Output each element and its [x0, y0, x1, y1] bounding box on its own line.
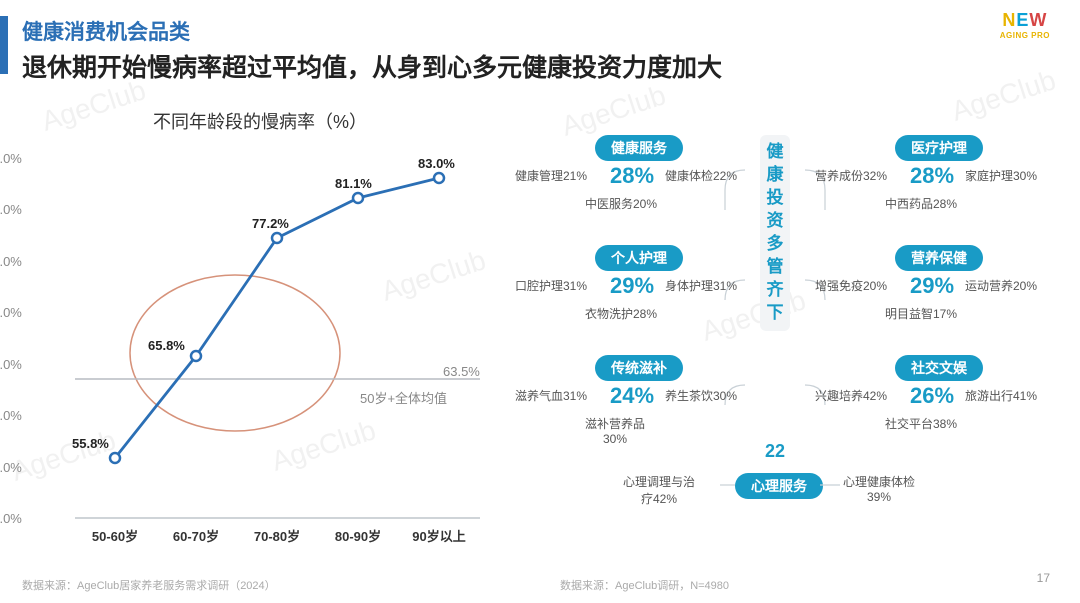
ytick: 55.0% [0, 460, 22, 475]
category-sub: 身体护理31% [665, 277, 737, 294]
xtick: 50-60岁 [75, 526, 155, 545]
ytick: 85.0% [0, 151, 22, 166]
center-char: 投 [764, 187, 786, 210]
category-sub: 衣物洗护28% [585, 305, 657, 322]
line-chart: 不同年龄段的慢病率（%） 85.0% 80.0% 75.0% 70.0% 65.… [20, 108, 500, 548]
data-label: 65.8% [148, 338, 185, 353]
category-sub: 家庭护理30% [965, 167, 1037, 184]
header: 健康消费机会品类 退休期开始慢病率超过平均值，从身到心多元健康投资力度加大 [0, 16, 1080, 84]
category-sub: 社交平台38% [885, 415, 957, 432]
title-big: 退休期开始慢病率超过平均值，从身到心多元健康投资力度加大 [22, 48, 1080, 84]
category-sub: 养生茶饮30% [665, 387, 737, 404]
category-sub: 明目益智17% [885, 305, 957, 322]
footer-left: 数据来源：AgeClub居家养老服务需求调研（2024） [22, 577, 276, 593]
xtick: 60-70岁 [156, 526, 236, 545]
center-char: 管 [764, 256, 786, 279]
category-sub: 滋养气血31% [515, 387, 587, 404]
center-char: 健 [764, 141, 786, 164]
ytick: 70.0% [0, 305, 22, 320]
center-num: 22 [760, 441, 790, 462]
data-label: 77.2% [252, 216, 289, 231]
category-pct: 28% [902, 163, 962, 189]
page-number: 17 [1037, 571, 1050, 585]
category-pill: 个人护理 [595, 245, 683, 271]
ytick: 60.0% [0, 408, 22, 423]
category-sub: 健康管理21% [515, 167, 587, 184]
bottom-right-sub: 心理健康体检 39% [843, 473, 915, 504]
category-pct: 29% [602, 273, 662, 299]
chart-svg [20, 108, 500, 548]
data-label: 55.8% [72, 436, 109, 451]
center-char: 多 [764, 233, 786, 256]
category-sub: 中西药品28% [885, 195, 957, 212]
center-char: 下 [764, 302, 786, 325]
avg-text: 50岁+全体均值 [360, 388, 447, 407]
category-pill: 医疗护理 [895, 135, 983, 161]
category-sub: 兴趣培养42% [815, 387, 887, 404]
accent-bar [0, 16, 8, 74]
xtick: 80-90岁 [318, 526, 398, 545]
logo-e: E [1016, 10, 1029, 30]
category-sub: 滋补营养品 30% [585, 415, 645, 446]
title-small: 健康消费机会品类 [22, 16, 1080, 46]
center-char: 康 [764, 164, 786, 187]
data-label: 83.0% [418, 156, 455, 171]
center-char: 资 [764, 210, 786, 233]
category-sub: 中医服务20% [585, 195, 657, 212]
ytick: 65.0% [0, 357, 22, 372]
category-pill: 传统滋补 [595, 355, 683, 381]
logo-sub: AGING PRO [1000, 31, 1050, 40]
logo-n: N [1002, 10, 1016, 30]
center-column: 健康投资多管齐下 [760, 135, 790, 331]
category-pill: 社交文娱 [895, 355, 983, 381]
ytick: 75.0% [0, 254, 22, 269]
category-sub: 健康体检22% [665, 167, 737, 184]
right-diagram: 健康投资多管齐下 22 心理服务 心理调理与治 疗42% 心理健康体检 39% … [520, 125, 1060, 545]
data-label: 81.1% [335, 176, 372, 191]
center-bottom-pill: 心理服务 [735, 473, 823, 499]
ytick: 50.0% [0, 511, 22, 526]
logo: NEW AGING PRO [1000, 10, 1050, 40]
category-pct: 26% [902, 383, 962, 409]
category-sub: 旅游出行41% [965, 387, 1037, 404]
ytick: 80.0% [0, 202, 22, 217]
bottom-left-sub: 心理调理与治 疗42% [623, 473, 695, 507]
xtick: 70-80岁 [237, 526, 317, 545]
category-sub: 营养成份32% [815, 167, 887, 184]
category-pct: 29% [902, 273, 962, 299]
center-char: 齐 [764, 279, 786, 302]
logo-w: W [1029, 10, 1047, 30]
category-pct: 24% [602, 383, 662, 409]
category-pill: 健康服务 [595, 135, 683, 161]
category-sub: 运动营养20% [965, 277, 1037, 294]
category-pct: 28% [602, 163, 662, 189]
category-sub: 口腔护理31% [515, 277, 587, 294]
category-pill: 营养保健 [895, 245, 983, 271]
xtick: 90岁以上 [399, 526, 479, 545]
category-sub: 增强免疫20% [815, 277, 887, 294]
avg-label: 63.5% [443, 364, 480, 379]
footer-right: 数据来源：AgeClub调研，N=4980 [560, 577, 729, 593]
